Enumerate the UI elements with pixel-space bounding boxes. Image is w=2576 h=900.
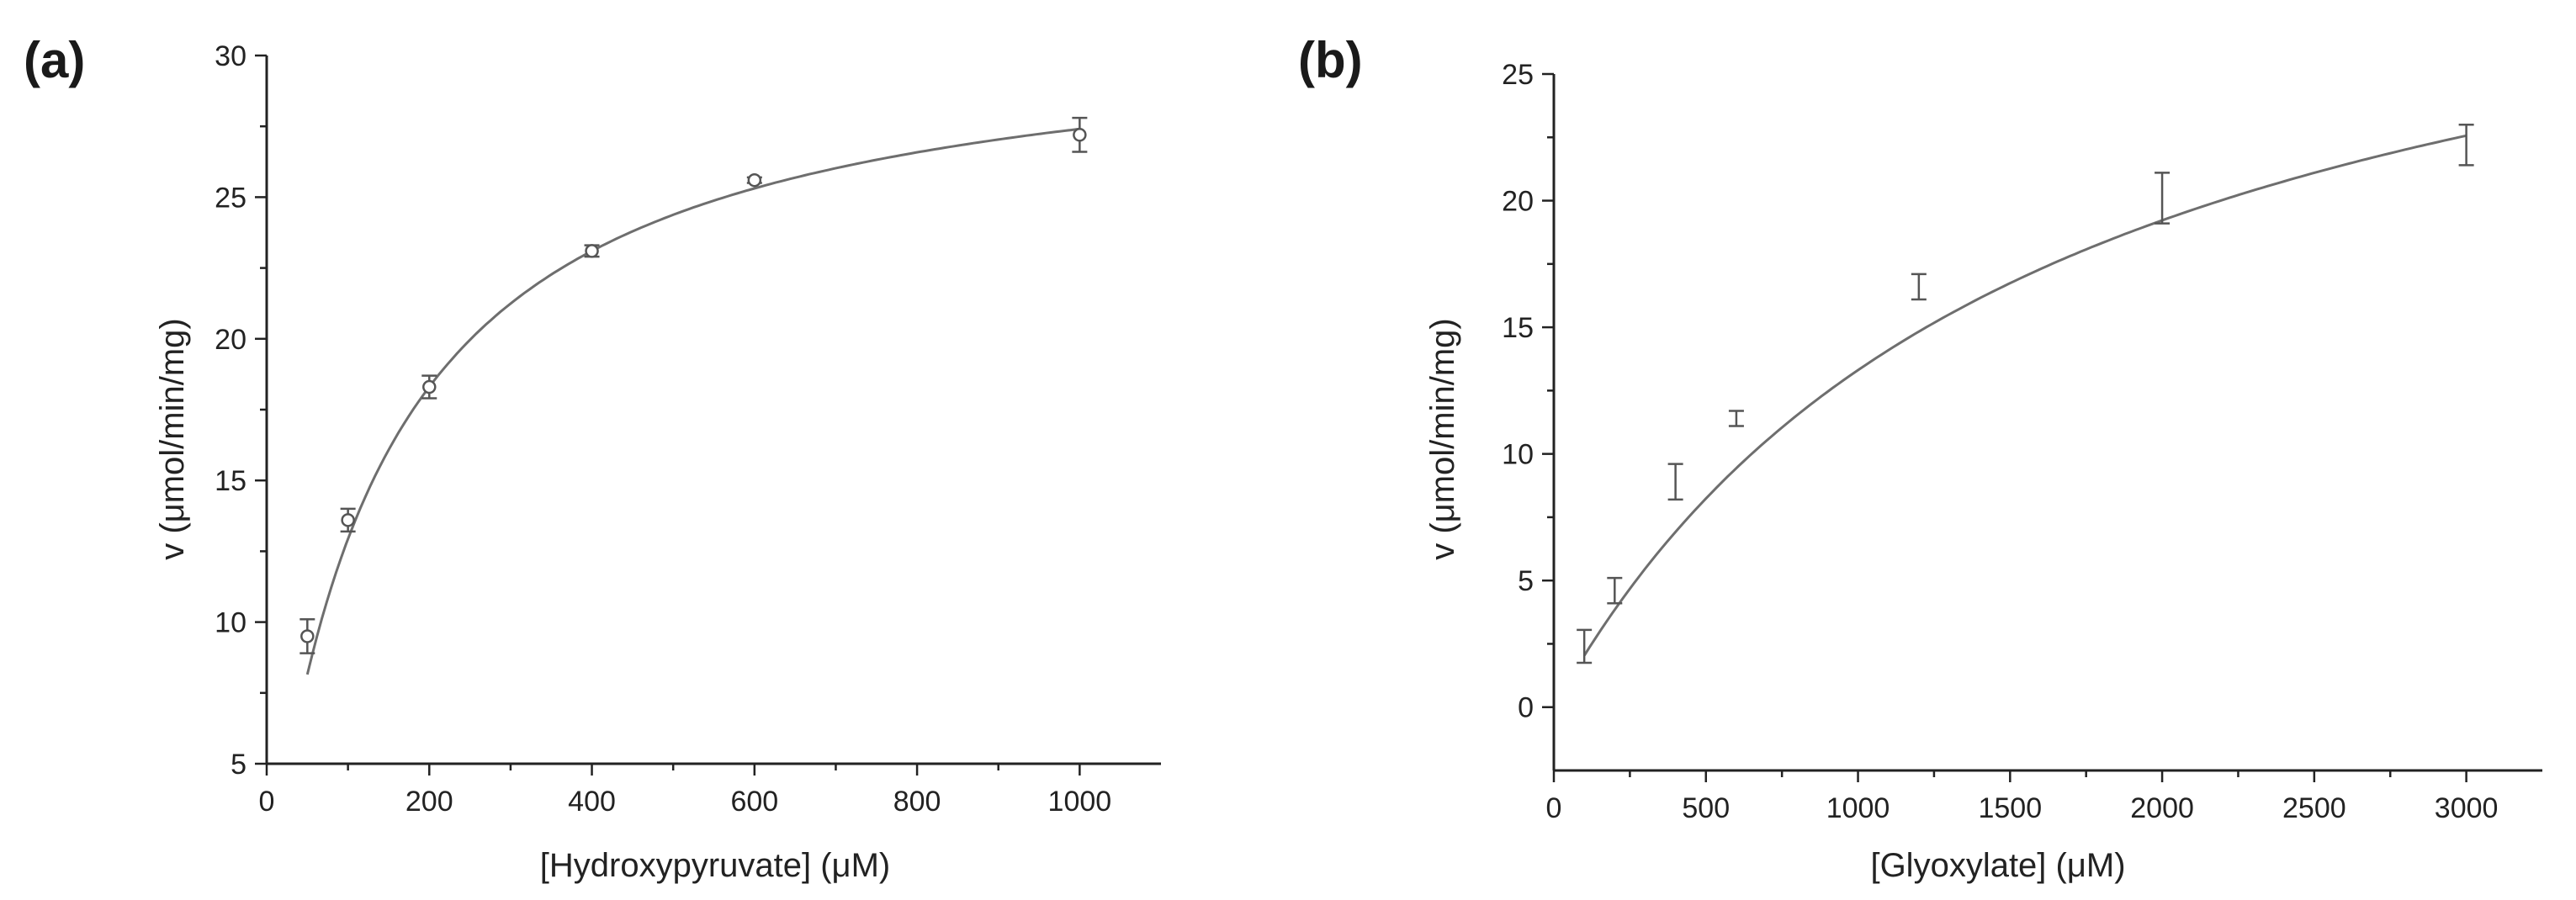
panel-a-data-point xyxy=(422,379,437,394)
panel-b-x-tick-label: 0 xyxy=(1546,792,1562,824)
panel-b-y-tick-label: 5 xyxy=(1518,565,1534,597)
panel-a-x-axis-title: [Hydroxypyruvate] (μM) xyxy=(540,847,890,884)
panel-b-x-tick-label: 2000 xyxy=(2130,792,2194,824)
panel-b-x-tick-label: 1000 xyxy=(1826,792,1890,824)
panel-b-axes: 0 5 10 15 20 25 0 500 1000 1500 2000 2500 3000 xyxy=(1502,59,2542,824)
panel-a-y-tick-label: 10 xyxy=(215,607,246,639)
panel-b-y-tick-label: 20 xyxy=(1502,186,1534,218)
panel-a-axes: 5 10 15 20 25 30 0 200 400 600 800 1000 xyxy=(215,40,1161,818)
panel-a-points-layer xyxy=(299,116,1088,654)
panel-a-x-tick-label: 0 xyxy=(259,786,275,818)
panel-b-y-tick-label: 0 xyxy=(1518,692,1534,724)
panel-b-x-tick-label: 3000 xyxy=(2435,792,2499,824)
panel-a-data-point xyxy=(341,513,355,527)
panel-b-fit-layer xyxy=(1582,134,2467,657)
panel-b-y-tick-label: 10 xyxy=(1502,439,1534,471)
panel-a-y-tick-label: 25 xyxy=(215,182,246,214)
panel-a-x-tick-label: 600 xyxy=(730,786,778,818)
panel-a-label: (a) xyxy=(24,32,85,88)
panel-a-x-tick-label: 800 xyxy=(893,786,941,818)
panel-b-x-tick-label: 1500 xyxy=(1978,792,2042,824)
panel-a-fit-curve xyxy=(305,127,1080,675)
panel-a-y-tick-label: 30 xyxy=(215,40,246,72)
panel-a-y-tick-label: 5 xyxy=(231,749,246,781)
panel-a-x-tick-label: 200 xyxy=(405,786,453,818)
panel-a-y-axis-title: v (μmol/min/mg) xyxy=(154,318,191,560)
panel-a-data-point xyxy=(300,629,315,643)
panel-b: (b) [Glyoxylate] (μM) v (μmol/min/mg) 0 5… xyxy=(1298,32,2542,884)
panel-b-y-tick-label: 15 xyxy=(1502,312,1534,344)
panel-b-label: (b) xyxy=(1298,32,1363,88)
panel-a-data-point xyxy=(747,172,762,188)
panel-b-y-tick-label: 25 xyxy=(1502,59,1534,91)
panel-b-fit-curve xyxy=(1582,134,2467,657)
panel-b-x-tick-label: 500 xyxy=(1682,792,1730,824)
panel-a-data-point xyxy=(585,244,599,258)
panel-b-x-axis-title: [Glyoxylate] (μM) xyxy=(1870,847,2125,884)
panel-a-x-tick-label: 400 xyxy=(568,786,616,818)
panel-a-data-point xyxy=(1073,128,1087,142)
panel-a-y-tick-label: 15 xyxy=(215,465,246,497)
panel-b-x-tick-label: 2500 xyxy=(2282,792,2346,824)
panel-a-fit-layer xyxy=(305,127,1080,675)
panel-a: (a) [Hydroxypyruvate] (μM) v (μmol/min/m… xyxy=(24,32,1161,884)
panel-b-y-axis-title: v (μmol/min/mg) xyxy=(1424,318,1461,560)
panel-a-x-tick-label: 1000 xyxy=(1048,786,1112,818)
panel-a-y-tick-label: 20 xyxy=(215,324,246,356)
panel-b-points-layer xyxy=(1577,123,2474,664)
